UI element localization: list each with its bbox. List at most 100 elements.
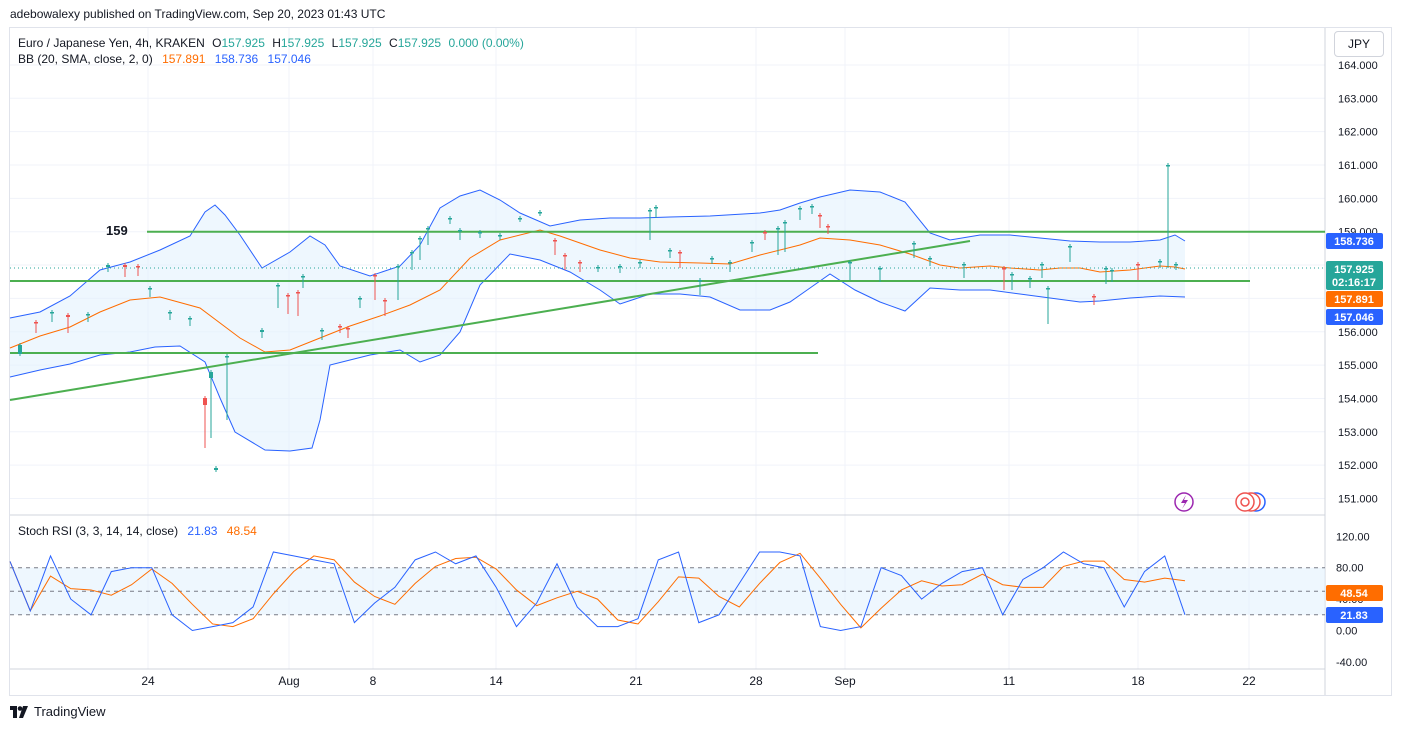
ohlc-low: 157.925 (338, 36, 382, 50)
candle-body (214, 468, 218, 470)
candle-body (538, 212, 542, 214)
price-tick-label: 152.000 (1338, 460, 1378, 472)
price-tick-label: 154.000 (1338, 393, 1378, 405)
candle-body (1068, 246, 1072, 248)
time-tick-label: 21 (629, 674, 643, 688)
badge-stoch-d-text: 48.54 (1340, 588, 1368, 600)
time-tick-label: Aug (278, 674, 299, 688)
candle-body (638, 262, 642, 264)
time-tick-label: 18 (1131, 674, 1145, 688)
candle-body (458, 230, 462, 232)
candle-body (301, 276, 305, 278)
bb-lower-line (9, 253, 1186, 452)
level-159-label: 159 (106, 223, 128, 238)
candle-body (66, 315, 70, 317)
badge-last-price-text: 157.925 (1334, 264, 1374, 276)
ohlc-o-label: O (212, 36, 222, 50)
candle-body (553, 240, 557, 242)
candle-body (783, 222, 787, 224)
candle-body (209, 372, 213, 378)
candle-body (346, 328, 350, 330)
candle-body (596, 267, 600, 269)
candle-body (763, 232, 767, 234)
price-tick-label: 151.000 (1338, 494, 1378, 506)
stoch-tick-label: 0.00 (1336, 626, 1357, 638)
candle-body (750, 242, 754, 244)
badge-bb-upper: 158.736 (1326, 233, 1383, 249)
candle-body (260, 330, 264, 332)
candle-body (136, 266, 140, 268)
candle-body (478, 232, 482, 234)
ohlc-close: 157.925 (397, 36, 442, 50)
bb-fill-area (10, 190, 1185, 451)
ohlc-high: 157.925 (280, 36, 325, 50)
candle-body (618, 266, 622, 268)
badge-last-price-bg (1326, 261, 1383, 290)
candle-body (1040, 264, 1044, 266)
price-tick-label: 153.000 (1338, 427, 1378, 439)
events-icon[interactable] (1235, 492, 1266, 512)
candle-body (654, 207, 658, 209)
stoch-pane (9, 551, 1325, 632)
candle-body (818, 215, 822, 217)
currency-button[interactable]: JPY (1334, 31, 1384, 57)
badge-bb-basis: 157.891 (1326, 291, 1383, 307)
candle-body (276, 285, 280, 287)
candle-body (410, 252, 414, 254)
candle-body (203, 398, 207, 405)
ohlc-c-label: C (389, 36, 398, 50)
tradingview-logo-icon (10, 705, 28, 718)
bb-basis-line (9, 229, 1186, 353)
stoch-tick-label: 120.00 (1336, 531, 1370, 543)
time-tick-label: 14 (489, 674, 503, 688)
candle-body (728, 262, 732, 264)
bb-lines (9, 189, 1186, 452)
candle-body (448, 218, 452, 220)
price-tick-label: 161.000 (1338, 160, 1378, 172)
badge-bb-upper-bg (1326, 233, 1383, 249)
candle-body (1010, 274, 1014, 276)
candle-body (678, 252, 682, 254)
candle-body (86, 314, 90, 316)
candle-body (1174, 264, 1178, 266)
candle-body (106, 265, 110, 267)
time-tick-label: Sep (834, 674, 856, 688)
candle-body (668, 250, 672, 252)
candle-body (148, 288, 152, 290)
candle-body (396, 266, 400, 268)
candle-body (578, 262, 582, 264)
candle-body (826, 226, 830, 228)
tradingview-brand: TradingView (34, 704, 106, 719)
bb-label: BB (20, SMA, close, 2, 0) (18, 52, 153, 66)
badge-bb-lower-bg (1326, 309, 1383, 325)
price-tick-label: 155.000 (1338, 360, 1378, 372)
candle-body (1110, 270, 1114, 272)
candle-body (1028, 278, 1032, 280)
symbol-title: Euro / Japanese Yen, 4h, KRAKEN (18, 36, 205, 50)
stoch-tick-label: 80.00 (1336, 563, 1364, 575)
bb-legend: BB (20, SMA, close, 2, 0) 157.891 158.73… (18, 52, 311, 66)
badge-bb-lower: 157.046 (1326, 309, 1383, 325)
candle-body (1166, 165, 1170, 167)
candles (18, 163, 1178, 472)
stoch-d-line (9, 552, 1186, 629)
time-axis: 24 Aug 8 14 21 28 Sep 11 18 22 (141, 674, 1256, 688)
publish-info: adebowalexy published on TradingView.com… (10, 7, 386, 21)
bb-fill (10, 190, 1185, 451)
badge-bb-upper-text: 158.736 (1334, 236, 1374, 248)
bb-upper-line (9, 189, 1186, 319)
lightning-icon[interactable] (1174, 492, 1194, 512)
price-tick-label: 160.000 (1338, 193, 1378, 205)
candle-body (50, 312, 54, 314)
candle-body (18, 345, 22, 354)
candle-body (358, 298, 362, 300)
ohlc-open: 157.925 (221, 36, 265, 50)
candle-body (878, 268, 882, 270)
tradingview-footer[interactable]: TradingView (10, 704, 106, 719)
badge-last-price-text: 02:16:17 (1332, 277, 1376, 289)
candle-body (225, 356, 229, 358)
badge-bb-basis-bg (1326, 291, 1383, 307)
candle-body (426, 228, 430, 230)
ohlc-change: 0.000 (0.00%) (448, 36, 524, 50)
